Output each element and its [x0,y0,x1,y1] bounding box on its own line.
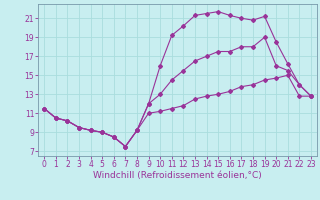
X-axis label: Windchill (Refroidissement éolien,°C): Windchill (Refroidissement éolien,°C) [93,171,262,180]
